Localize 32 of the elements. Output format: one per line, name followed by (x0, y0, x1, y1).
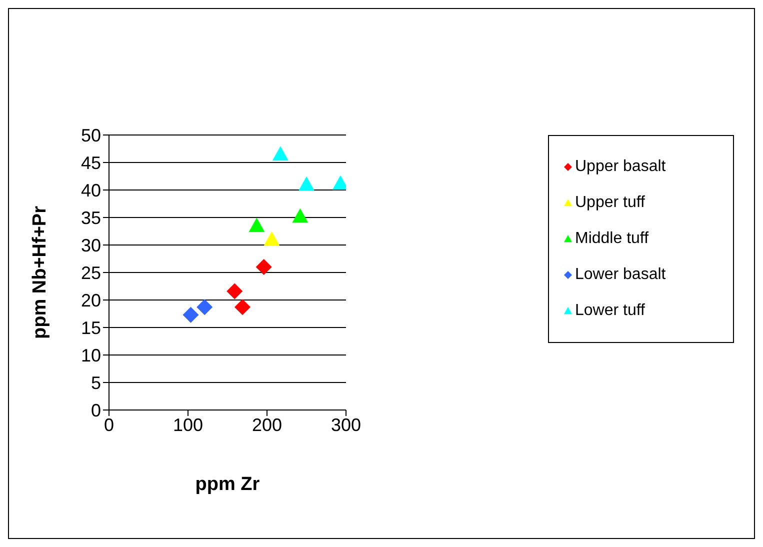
x-axis-title: ppm Zr (195, 474, 260, 495)
x-tick-label: 300 (330, 414, 362, 435)
y-tick-label: 40 (80, 180, 101, 200)
y-tick-label: 25 (80, 262, 101, 283)
point (256, 259, 272, 275)
point (248, 218, 265, 232)
y-tick-label: 50 (80, 125, 101, 146)
legend-label: Upper tuff (575, 194, 645, 212)
y-tick-label: 30 (80, 235, 101, 256)
point (234, 299, 251, 316)
point (226, 283, 243, 300)
y-tick-label: 5 (90, 372, 101, 393)
legend-label: Upper basalt (575, 158, 666, 176)
legend-label: Lower basalt (575, 266, 666, 284)
y-tick-label: 15 (80, 318, 101, 338)
legend-label: Lower tuff (575, 302, 645, 320)
y-tick-label: 45 (80, 152, 101, 173)
y-tick-label: 0 (90, 400, 101, 420)
y-tick-label: 10 (80, 345, 101, 366)
point (272, 146, 288, 161)
point (292, 208, 308, 223)
point (298, 176, 314, 191)
y-tick-label: 35 (80, 208, 101, 228)
x-tick-label: 0 (104, 414, 114, 435)
x-tick-label: 100 (172, 414, 204, 435)
point (264, 232, 280, 246)
x-tick-label: 200 (252, 414, 282, 435)
point (196, 299, 213, 316)
point (182, 306, 199, 323)
legend-label: Middle tuff (575, 230, 649, 248)
y-axis-title: ppm Nb+Hf+Pr (30, 205, 51, 340)
y-tick-label: 20 (80, 290, 101, 310)
